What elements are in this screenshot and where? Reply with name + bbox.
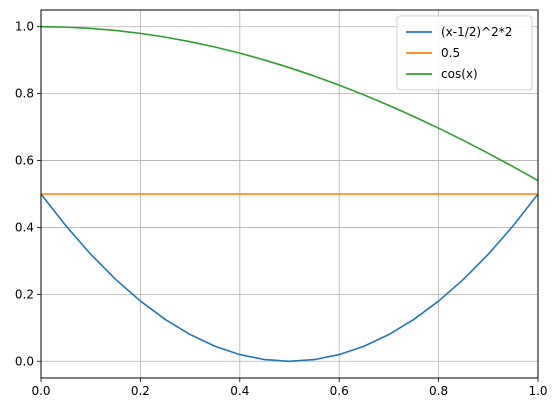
y-tick-label: 0.8 [15,87,34,101]
x-tick-label: 0.8 [429,384,448,398]
series-line-3 [40,25,539,182]
y-tick-label: 0.6 [15,154,34,168]
y-tick-label: 1.0 [15,20,34,34]
legend-box [396,15,533,91]
plot-frame [40,9,539,379]
legend: (x-1/2)^2*2 0.5 cos(x) [396,15,533,91]
x-tick-label: 0.2 [131,384,150,398]
legend-label: 0.5 [441,46,460,60]
series-line-1 [40,193,539,363]
y-tick-label: 0.2 [15,287,34,301]
legend-label: (x-1/2)^2*2 [441,25,512,39]
x-tick-label: 0.0 [31,384,50,398]
x-tick-label: 0.4 [230,384,249,398]
x-tick-label: 0.6 [330,384,349,398]
axis-ticks: 0.0 0.2 0.4 0.6 0.8 1.0 0.0 0.2 0.4 0.6 0.8 1.0 [15,20,548,398]
series-layer [40,25,539,363]
x-tick-label: 1.0 [528,384,547,398]
y-tick-label: 0.4 [15,220,34,234]
y-tick-label: 0.0 [15,354,34,368]
legend-label: cos(x) [441,67,478,81]
